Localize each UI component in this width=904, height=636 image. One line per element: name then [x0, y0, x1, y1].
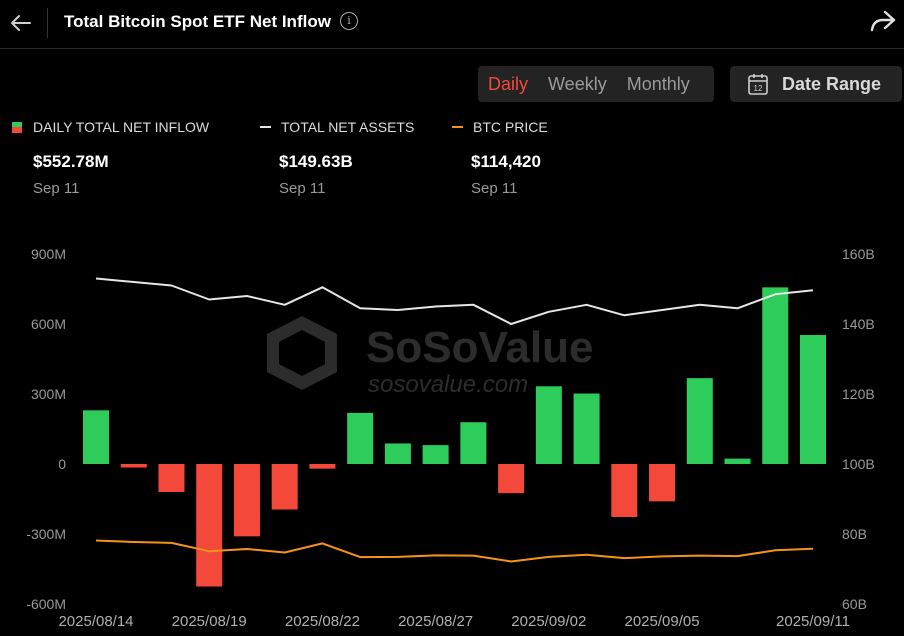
date-range-label: Date Range	[782, 73, 882, 94]
watermark-logo-inner	[279, 330, 325, 376]
inflow-bar	[271, 464, 298, 510]
inflow-bar	[309, 464, 336, 469]
right-axis-tick: 160B	[842, 246, 875, 262]
legend-btc-price: BTC PRICE	[452, 119, 548, 135]
x-axis-tick: 2025/08/14	[58, 613, 133, 630]
price-value: $114,420	[471, 152, 541, 171]
right-axis-tick: 100B	[842, 456, 875, 472]
inflow-bar	[649, 464, 676, 502]
calendar-icon: 12	[748, 74, 768, 95]
inflow-bar	[233, 464, 260, 537]
x-axis-tick: 2025/09/02	[511, 613, 586, 630]
legend-net-inflow: DAILY TOTAL NET INFLOW	[12, 119, 209, 135]
price-line-icon	[452, 126, 463, 128]
left-axis-tick: -300M	[26, 526, 66, 542]
inflow-bar	[83, 410, 109, 464]
watermark-brand: SoSoValue	[366, 323, 593, 372]
inflow-bar	[573, 393, 600, 464]
inflow-bar	[460, 422, 487, 464]
btc-price-line	[95, 539, 814, 563]
tab-monthly[interactable]: Monthly	[626, 73, 690, 94]
inflow-bar	[158, 464, 185, 492]
legend-label-inflow: DAILY TOTAL NET INFLOW	[33, 119, 210, 135]
calendar-icon-text: 12	[754, 84, 763, 93]
legend-net-assets: TOTAL NET ASSETS	[260, 119, 414, 135]
date-range-button[interactable]: 12 Date Range	[730, 66, 902, 102]
header-bar: Total Bitcoin Spot ETF Net Inflow i	[0, 0, 904, 49]
inflow-bar	[422, 445, 449, 464]
x-axis-tick: 2025/09/05	[625, 613, 700, 630]
right-axis-tick: 140B	[842, 316, 875, 332]
share-icon[interactable]	[870, 10, 896, 34]
assets-date: Sep 11	[279, 180, 326, 197]
left-axis-tick: 900M	[31, 246, 66, 262]
right-axis-tick: 120B	[842, 386, 875, 402]
right-axis-tick: 60B	[842, 596, 867, 612]
x-axis-tick: 2025/09/11	[776, 613, 850, 630]
watermark-logo-icon	[267, 316, 337, 390]
inflow-date: Sep 11	[33, 180, 80, 197]
inflow-bar	[384, 443, 411, 464]
assets-line	[95, 277, 814, 325]
assets-value: $149.63B	[279, 152, 353, 171]
price-date: Sep 11	[471, 180, 518, 197]
inflow-value: $552.78M	[33, 152, 109, 171]
inflow-chart[interactable]: 900M 600M 300M 0 -300M -600M 160B 140B 120B 100B 8…	[0, 230, 904, 636]
left-axis-tick: -600M	[26, 596, 66, 612]
x-axis-tick: 2025/08/19	[172, 613, 247, 630]
inflow-bar	[611, 464, 638, 517]
inflow-bar	[762, 287, 789, 464]
x-axis-tick: 2025/08/22	[285, 613, 360, 630]
watermark-url: sosovalue.com	[368, 371, 528, 398]
x-axis-tick: 2025/08/27	[398, 613, 473, 630]
inflow-bar	[196, 464, 223, 587]
right-axis-tick: 80B	[842, 526, 867, 542]
inflow-bar	[686, 378, 713, 464]
left-axis-tick: 300M	[31, 386, 66, 402]
inflow-bar	[800, 335, 826, 464]
inflow-bar	[120, 464, 147, 468]
inflow-bar	[535, 386, 562, 464]
info-icon[interactable]: i	[340, 12, 358, 30]
inflow-bar	[498, 464, 525, 494]
left-axis-tick: 0	[58, 456, 66, 472]
page-title: Total Bitcoin Spot ETF Net Inflow	[64, 12, 331, 31]
inflow-bar	[347, 412, 374, 464]
legend-label-assets: TOTAL NET ASSETS	[281, 119, 415, 135]
inflow-swatch-icon	[12, 121, 22, 133]
header-divider	[47, 8, 48, 38]
period-tabs: Daily Weekly Monthly	[478, 66, 714, 102]
inflow-bar	[724, 458, 751, 464]
tab-weekly[interactable]: Weekly	[548, 73, 607, 94]
assets-line-icon	[260, 126, 271, 128]
left-axis-tick: 600M	[31, 316, 66, 332]
tab-daily[interactable]: Daily	[488, 73, 529, 94]
back-arrow-icon[interactable]	[8, 10, 34, 36]
legend-label-price: BTC PRICE	[473, 119, 548, 135]
